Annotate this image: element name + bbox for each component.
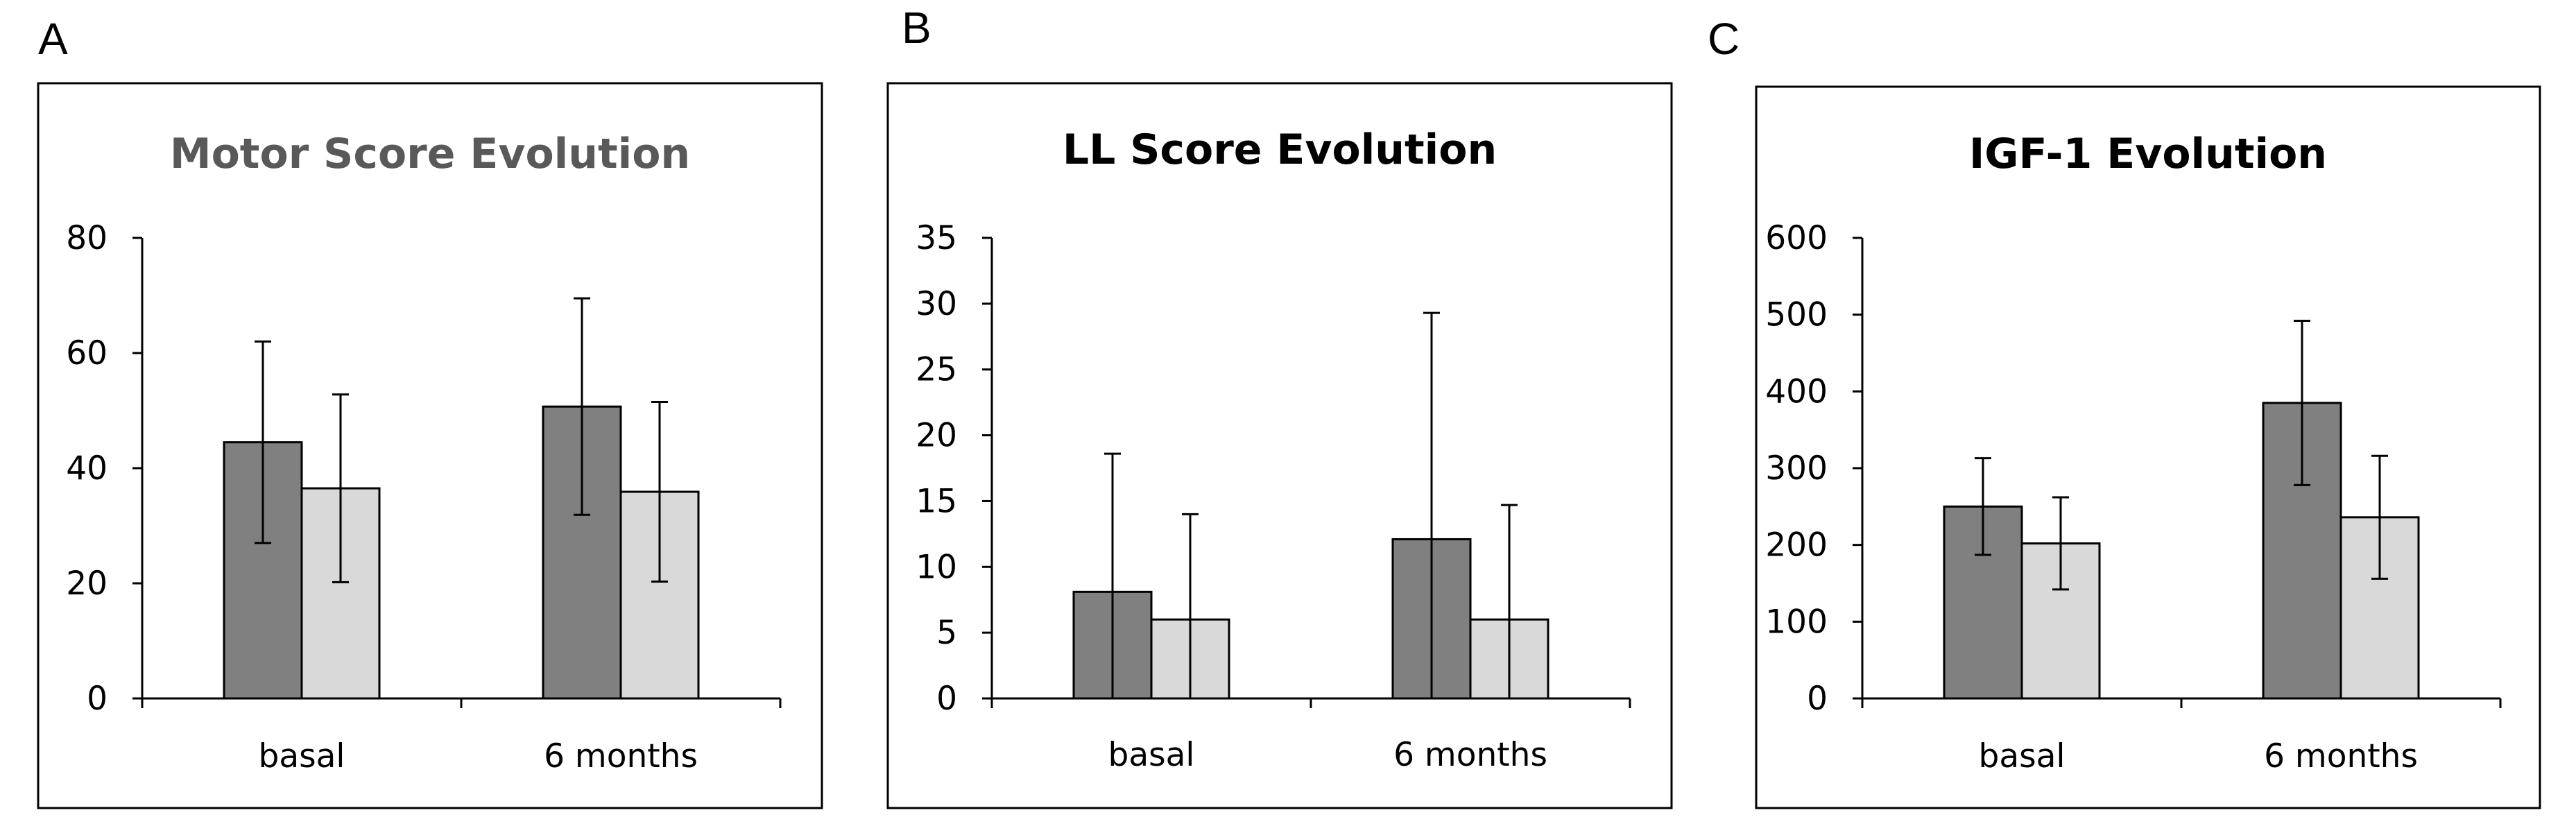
y-tick-label-a: 0	[87, 680, 108, 718]
plot-area-a: 0 20 40 60 80 basal 6 months	[66, 219, 782, 775]
chart-title-c: IGF-1 Evolution	[1969, 130, 2327, 178]
panel-b: B LL Score Evolution 0 5 10 15 20 25 30 35 basal…	[886, 3, 1673, 809]
x-tick-label-b: 6 months	[1393, 736, 1547, 774]
panel-c: C IGF-1 Evolution 0 100 200 300 400 500 600 bas…	[1708, 14, 2541, 809]
y-tick-label-c: 300	[1765, 449, 1828, 488]
y-tick-label-b: 20	[916, 417, 957, 455]
y-tick-label-b: 30	[916, 285, 957, 323]
panel-frame-c	[1755, 85, 2541, 809]
y-tick-label-b: 25	[916, 351, 957, 389]
y-tick-label-a: 80	[66, 219, 108, 257]
y-tick-label-b: 35	[916, 219, 957, 257]
panel-letter-b: B	[902, 3, 931, 53]
y-tick-label-c: 400	[1765, 372, 1828, 411]
y-tick-label-b: 0	[936, 680, 957, 718]
panel-letter-c: C	[1708, 14, 1740, 64]
y-tick-label-b: 10	[916, 548, 957, 586]
x-tick-label-c: basal	[1979, 737, 2066, 775]
chart-title-b: LL Score Evolution	[1063, 126, 1497, 174]
y-tick-label-c: 600	[1765, 219, 1828, 257]
plot-area-c: 0 100 200 300 400 500 600 basal 6 months	[1765, 219, 2502, 775]
y-tick-label-c: 500	[1765, 296, 1828, 334]
y-tick-label-c: 100	[1765, 603, 1828, 641]
x-tick-label-a: basal	[259, 737, 345, 775]
panel-a: A Motor Score Evolution 0 20 40 60 80 basal 6 …	[37, 14, 823, 809]
y-tick-label-b: 5	[936, 614, 957, 652]
panel-letter-a: A	[38, 14, 68, 64]
y-tick-label-c: 0	[1807, 680, 1828, 718]
x-tick-label-a: 6 months	[544, 737, 698, 775]
x-tick-label-c: 6 months	[2264, 737, 2418, 775]
y-tick-label-a: 60	[66, 334, 108, 372]
y-tick-label-c: 200	[1765, 526, 1828, 565]
y-tick-label-b: 15	[916, 482, 957, 520]
x-tick-label-b: basal	[1108, 736, 1195, 774]
y-tick-label-a: 40	[66, 449, 108, 488]
plot-area-b: 0 5 10 15 20 25 30 35 basal 6 months	[916, 219, 1631, 774]
chart-title-a: Motor Score Evolution	[170, 130, 690, 178]
y-tick-label-a: 20	[66, 565, 108, 603]
